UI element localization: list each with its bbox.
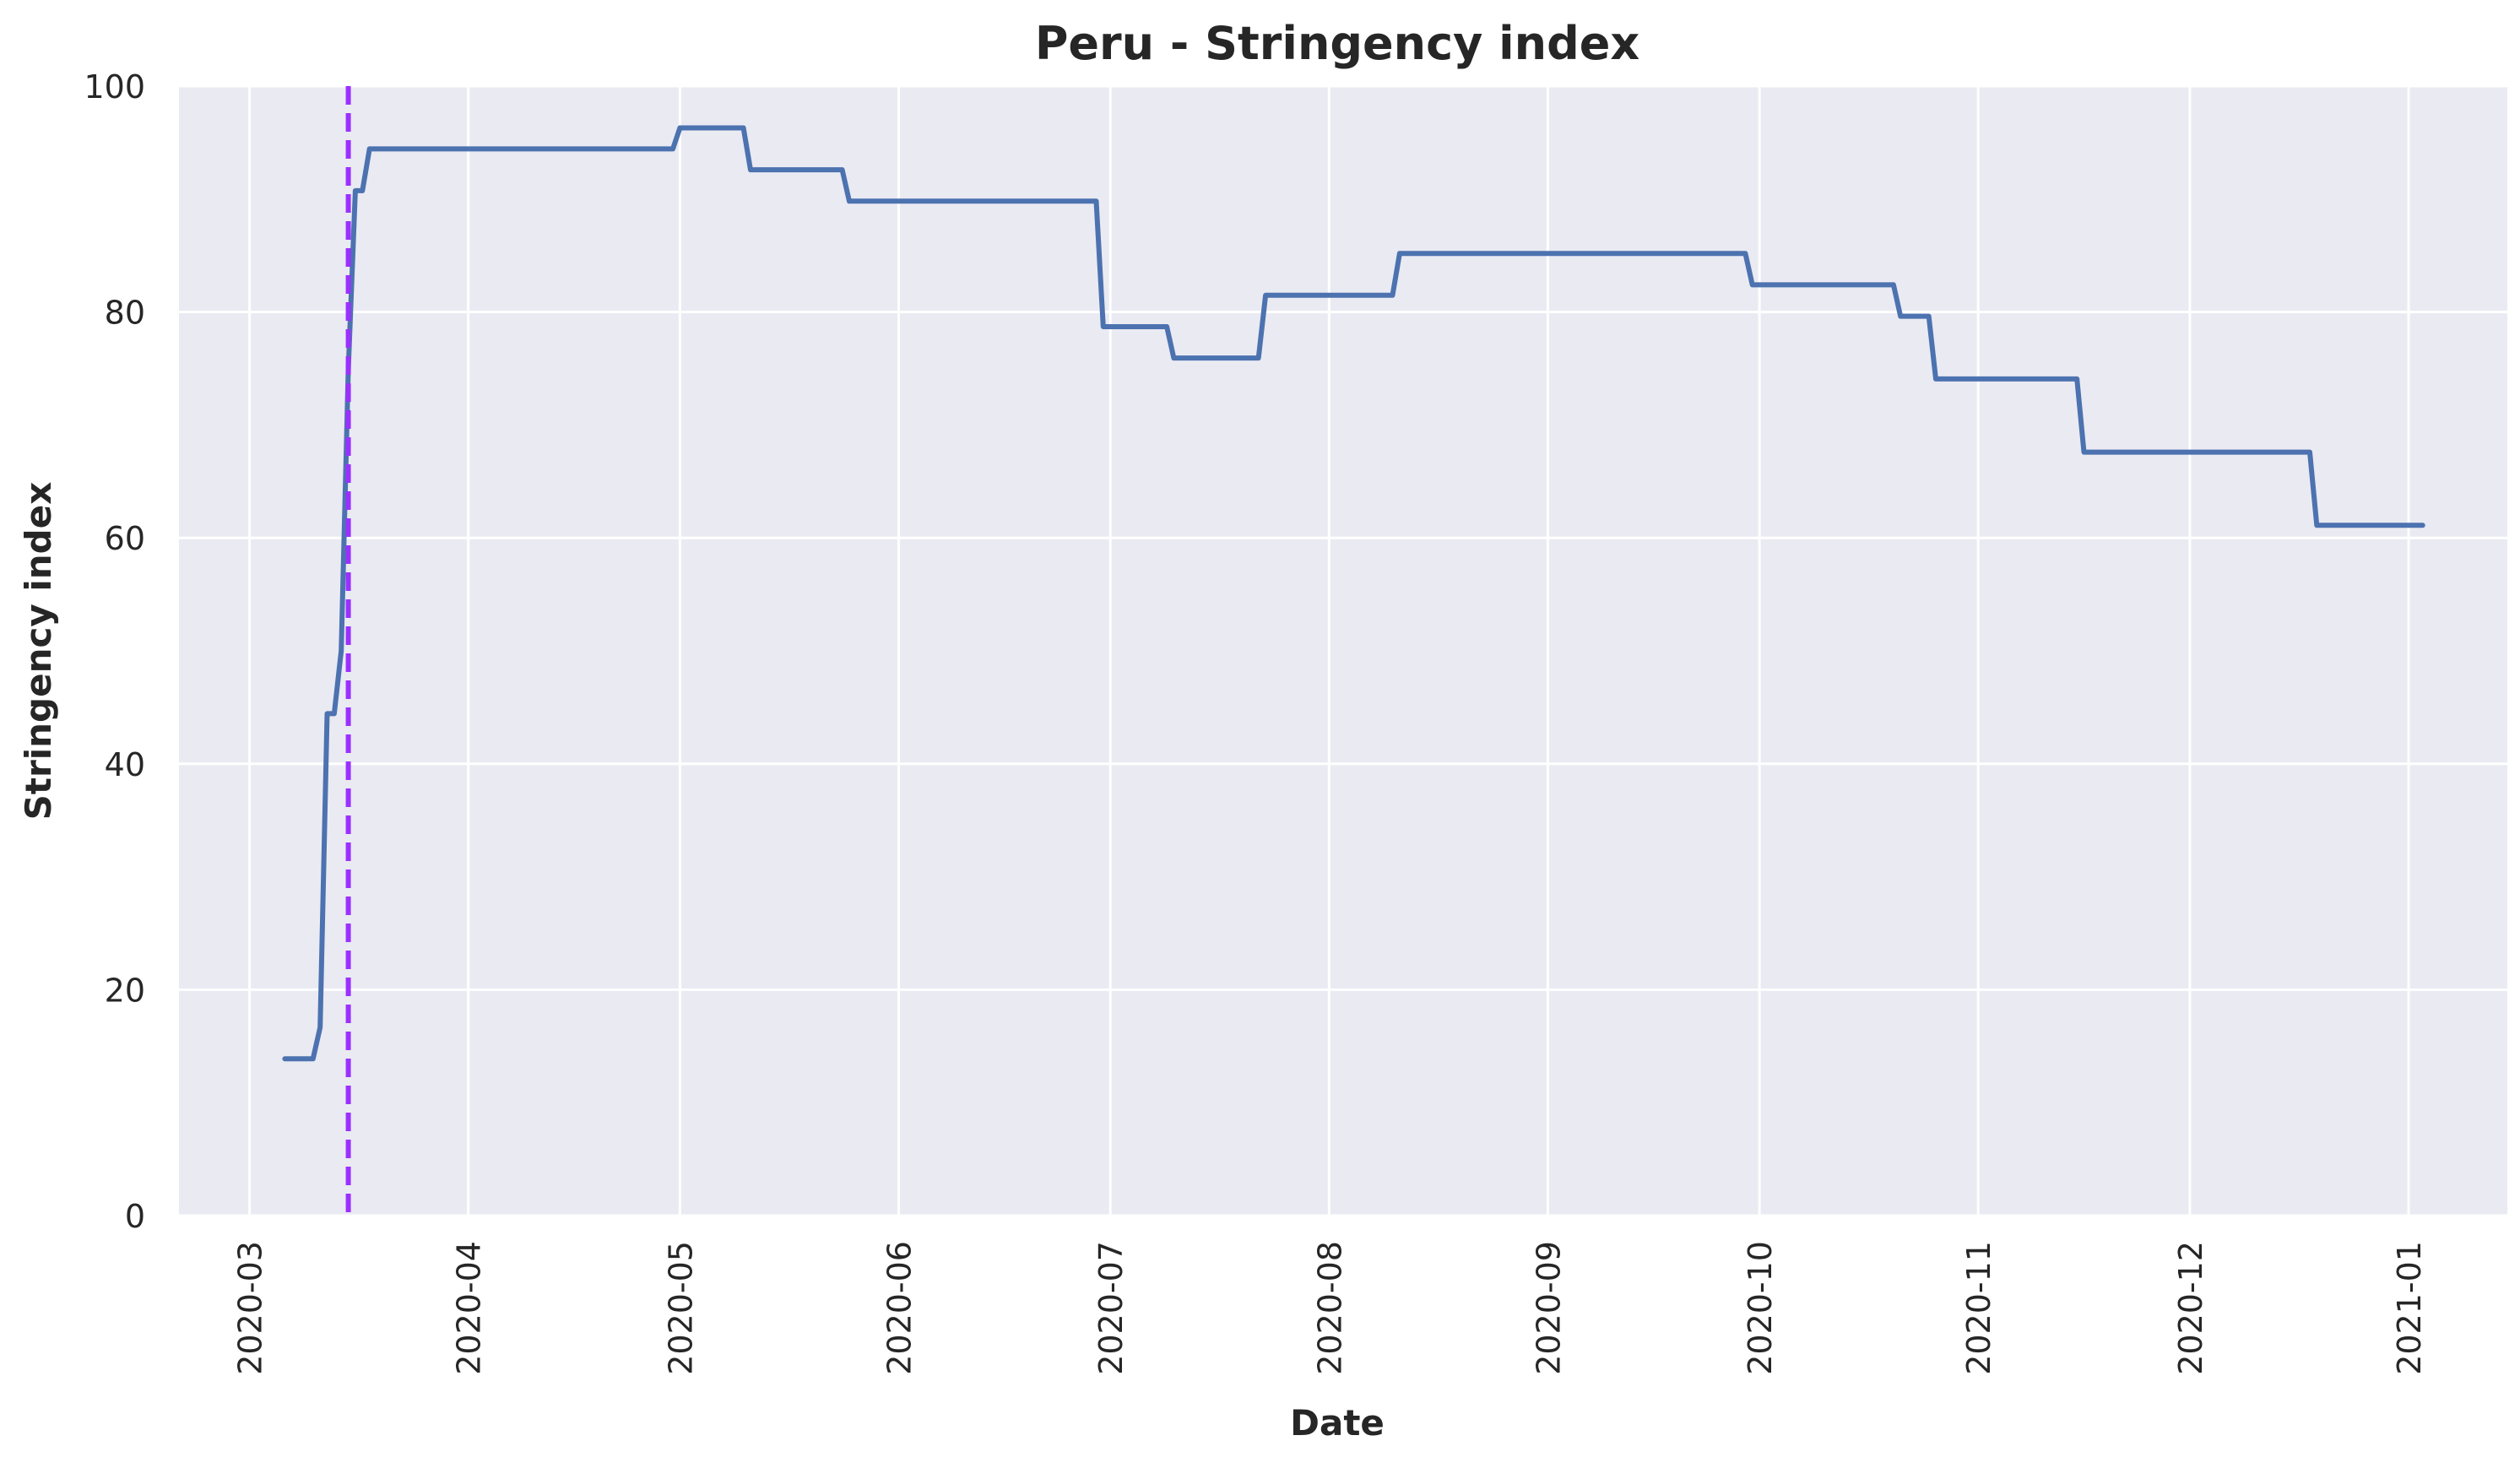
x-tick-label: 2020-07 [1092, 1241, 1130, 1375]
y-tick-label: 0 [125, 1198, 145, 1235]
y-tick-label: 100 [84, 68, 145, 106]
y-tick-label: 80 [105, 295, 145, 332]
y-tick-label: 60 [105, 520, 145, 557]
y-tick-labels: 0 20 40 60 80 100 [84, 68, 145, 1235]
x-tick-label: 2020-09 [1530, 1241, 1567, 1375]
x-tick-label: 2020-10 [1742, 1241, 1779, 1375]
x-tick-label: 2020-06 [881, 1241, 918, 1375]
x-tick-label: 2020-03 [232, 1241, 269, 1375]
x-tick-label: 2020-11 [1960, 1241, 1997, 1375]
x-tick-label: 2021-01 [2391, 1241, 2428, 1375]
x-axis-label: Date [1290, 1402, 1385, 1444]
x-tick-label: 2020-08 [1311, 1241, 1348, 1375]
x-tick-label: 2020-04 [451, 1241, 488, 1375]
x-tick-labels: 2020-03 2020-04 2020-05 2020-06 2020-07 2020-… [232, 1241, 2428, 1375]
grid-lines [179, 84, 2507, 1217]
y-axis-label: Stringency index [18, 482, 59, 821]
chart-title: Peru - Stringency index [1035, 17, 1640, 70]
x-tick-label: 2020-05 [662, 1241, 699, 1375]
y-tick-label: 20 [105, 972, 145, 1009]
plot-area [179, 86, 2507, 1216]
x-tick-label: 2020-12 [2172, 1241, 2209, 1375]
y-tick-label: 40 [105, 746, 145, 783]
